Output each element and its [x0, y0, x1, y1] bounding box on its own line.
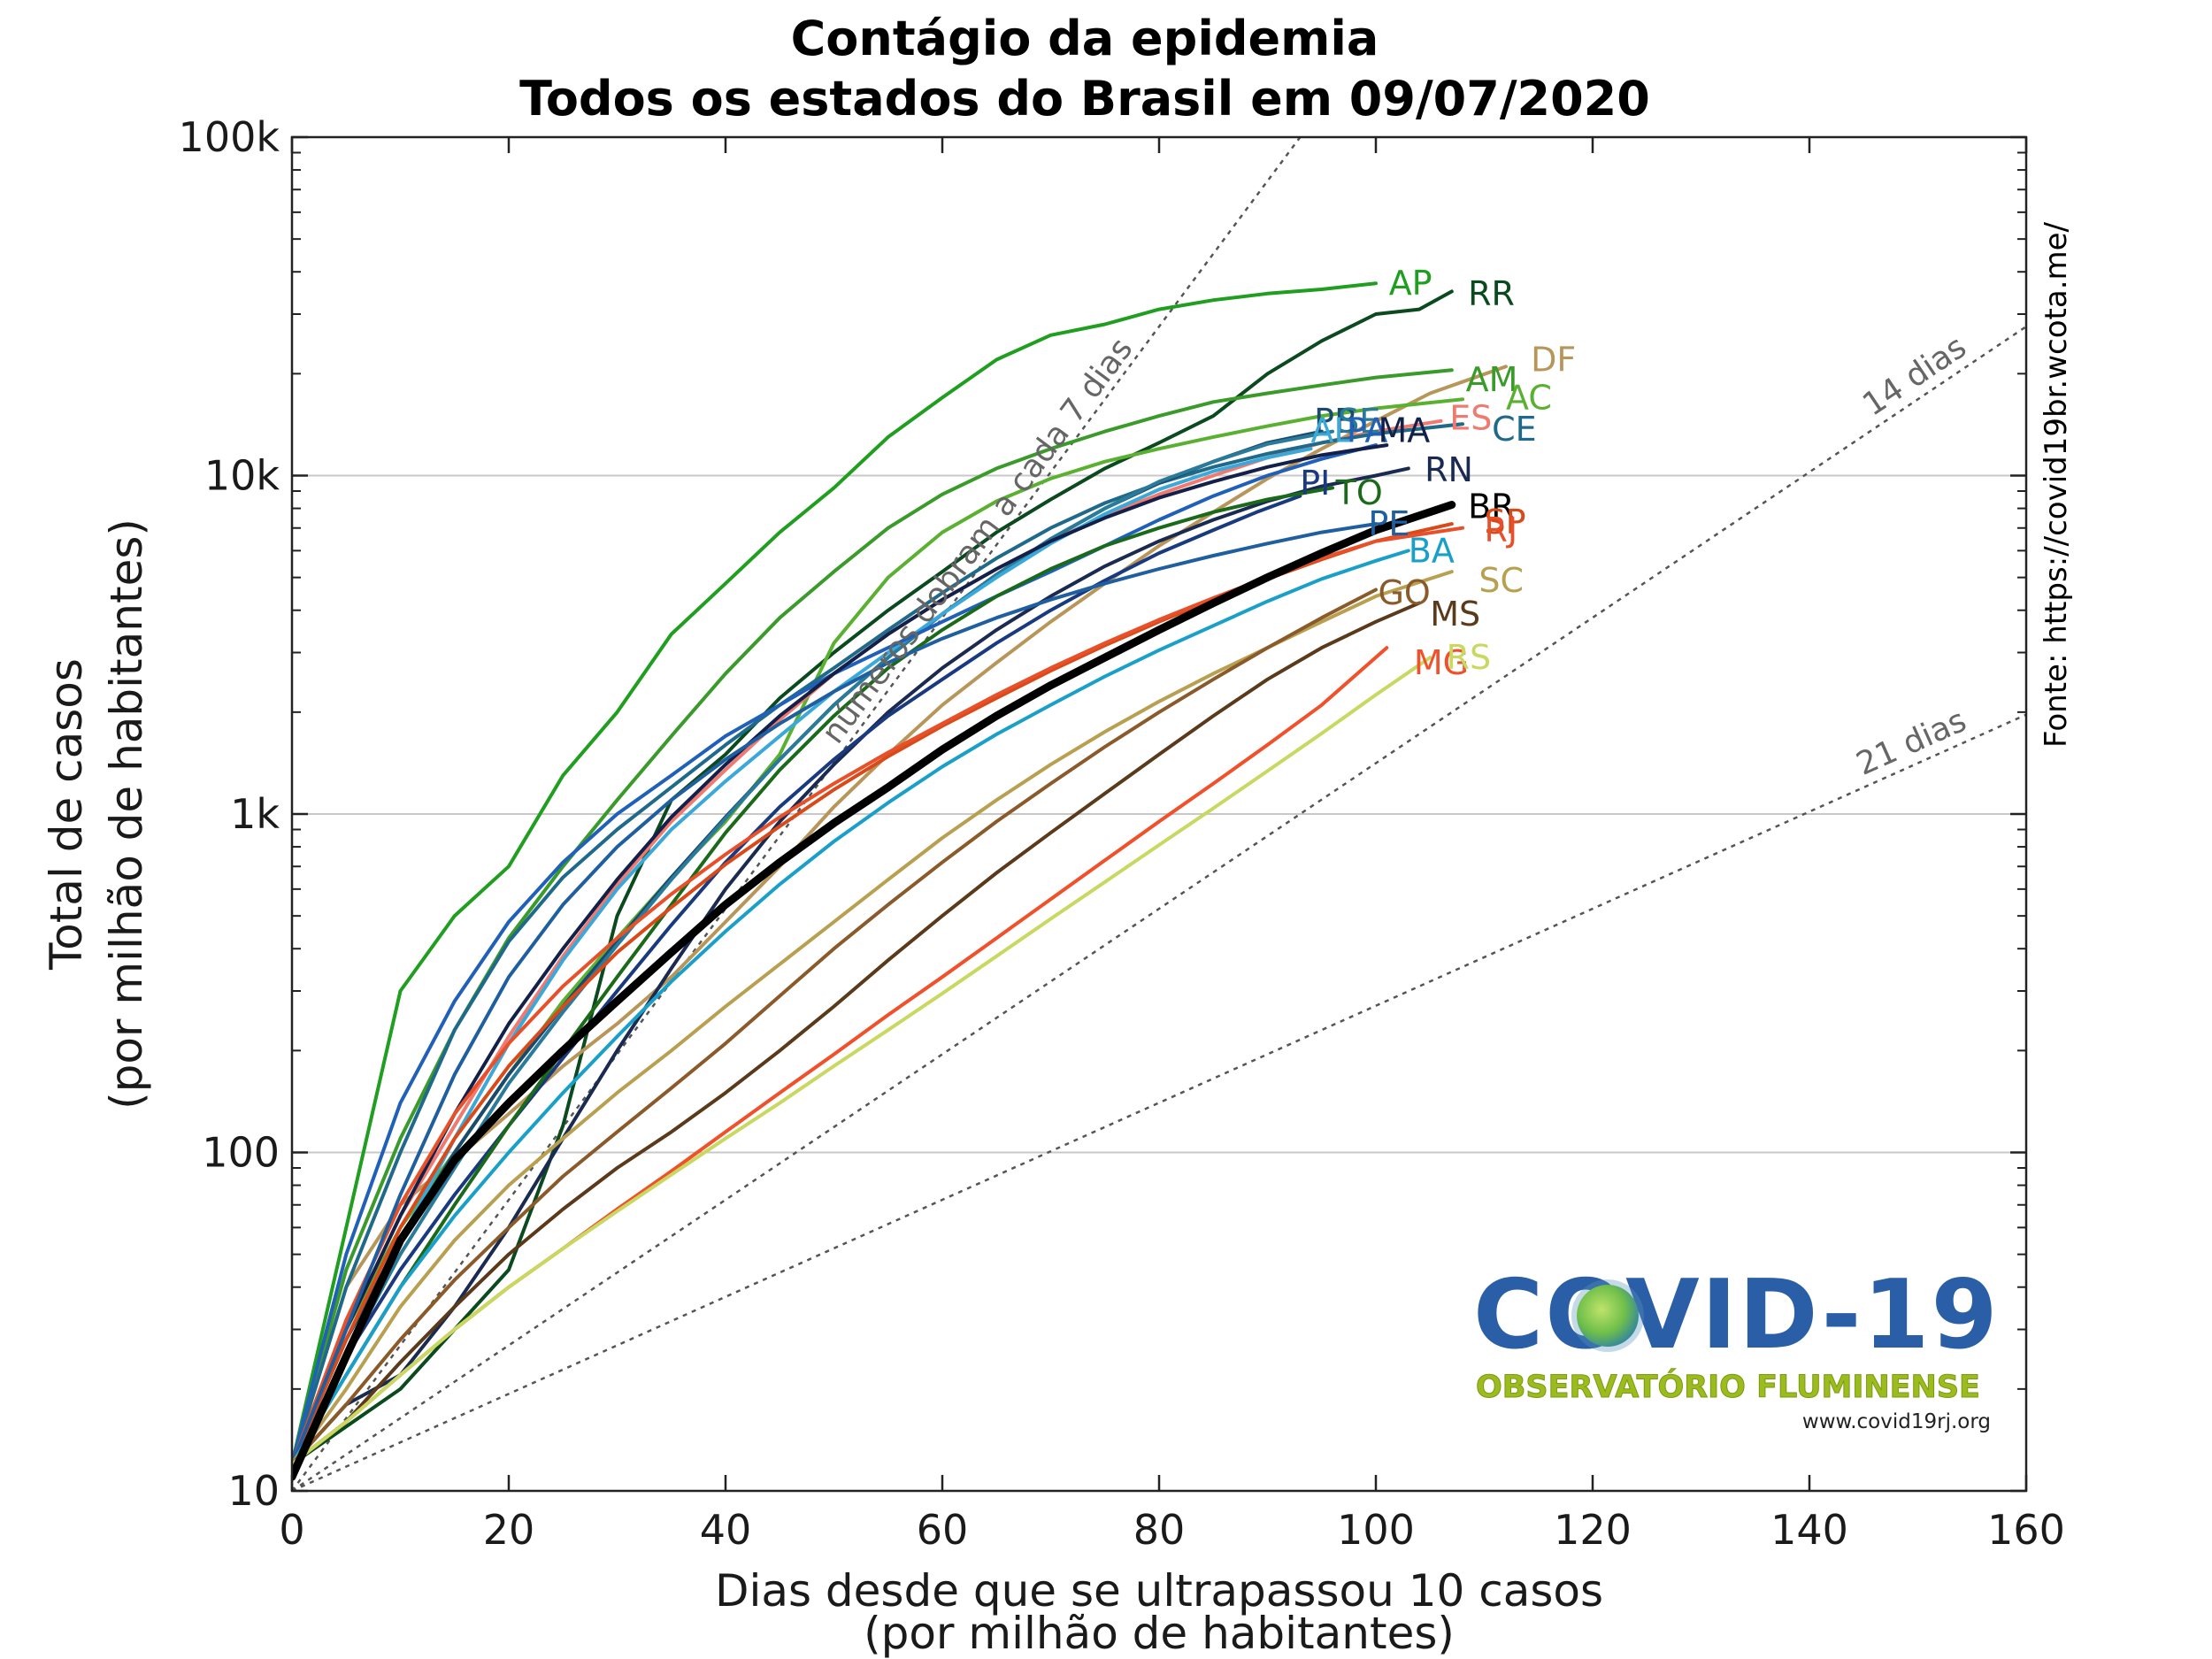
y-tick-label: 1k [230, 790, 280, 838]
guide-label: números dobram a cada 7 dias [815, 332, 1140, 751]
series-line-go [292, 588, 1378, 1466]
state-label-se: SE [1338, 402, 1380, 441]
guide-line [292, 326, 2026, 1491]
x-tick-label: 100 [1337, 1506, 1415, 1554]
logo-subtitle: OBSERVATÓRIO FLUMINENSE [1476, 1370, 1981, 1406]
y-tick-label: 10k [204, 452, 280, 500]
state-label-ba: BA [1409, 531, 1455, 570]
state-label-pb: PB [1314, 402, 1357, 441]
x-tick-label: 80 [1133, 1506, 1186, 1554]
virus-icon [1577, 1285, 1639, 1347]
state-label-sc: SC [1479, 561, 1524, 600]
state-label-am: AM [1466, 360, 1518, 399]
covid19-observatorio-logo: COVID-19 OBSERVATÓRIO FLUMINENSE www.cov… [1473, 1267, 2000, 1435]
y-gridlines [292, 474, 2026, 1154]
series-line-ac [292, 397, 1464, 1466]
state-label-sp: SP [1485, 503, 1526, 541]
series-line-sc [292, 570, 1454, 1466]
series-line-ma [292, 443, 1389, 1466]
state-label-pe: PE [1368, 504, 1409, 543]
logo-title: COVID-19 [1473, 1260, 2000, 1371]
state-label-ms: MS [1430, 595, 1480, 634]
state-label-ap: AP [1389, 264, 1432, 303]
y-tick-label: 10 [227, 1467, 280, 1515]
series-line-rs [292, 656, 1432, 1466]
state-labels: números dobram a cada 7 dias 14 dias 21 di… [815, 264, 1973, 783]
guide-line [292, 137, 1302, 1491]
series-line-ce [292, 422, 1464, 1466]
series-line-ba [292, 549, 1410, 1466]
series-line-to [292, 486, 1334, 1466]
series-line-pb [292, 429, 1324, 1466]
y-axis-label-line-1: Total de casos [41, 658, 92, 971]
x-tick-label: 160 [1987, 1506, 2065, 1554]
state-label-rr: RR [1468, 274, 1515, 313]
x-axis-ticks: 0 20 40 60 80 100 120 140 160 [279, 137, 2065, 1554]
state-label-ma: MA [1378, 411, 1430, 449]
chart-title-line-2: Todos os estados do Brasil em 09/07/2020 [519, 71, 1650, 127]
series-line-pi [292, 494, 1302, 1466]
x-tick-label: 0 [279, 1506, 304, 1554]
state-label-ce: CE [1492, 410, 1537, 449]
state-label-br: BR [1468, 488, 1514, 526]
doubling-guides [292, 137, 2026, 1491]
series-line-ms [292, 601, 1421, 1466]
y-axis-ticks: 10 100 1k 10k 100k [179, 113, 2026, 1515]
guide-label: 14 dias [1856, 329, 1973, 424]
series-line-rr [292, 289, 1454, 1466]
chart-title-line-1: Contágio da epidemia [791, 11, 1379, 66]
y-tick-label: 100k [179, 113, 280, 161]
series-line-al [292, 447, 1313, 1466]
source-note: Fonte: https://covid19br.wcota.me/ [2039, 221, 2074, 748]
series-line-se [292, 429, 1334, 1466]
series-line-rn [292, 466, 1410, 1466]
y-axis-label-line-2: (por milhão de habitantes) [101, 518, 152, 1110]
series-line-ap [292, 281, 1378, 1466]
state-label-pa: PA [1347, 411, 1387, 449]
state-label-es: ES [1449, 398, 1492, 437]
state-label-pi: PI [1300, 464, 1330, 503]
state-label-df: DF [1531, 341, 1576, 380]
y-tick-label: 100 [202, 1129, 280, 1177]
series-line-pe [292, 522, 1378, 1466]
series-line-br [292, 501, 1456, 1481]
series-lines [292, 281, 1508, 1481]
state-label-mg: MG [1414, 643, 1469, 682]
state-label-rn: RN [1425, 450, 1473, 489]
x-tick-label: 140 [1770, 1506, 1848, 1554]
x-axis-label-line-2: (por milhão de habitantes) [864, 1608, 1455, 1659]
state-label-go: GO [1378, 573, 1430, 612]
state-label-rj: RJ [1485, 511, 1518, 549]
guide-label: 21 dias [1851, 703, 1971, 783]
logo-url: www.covid19rj.org [1801, 1410, 1991, 1433]
x-tick-label: 20 [483, 1506, 535, 1554]
x-tick-label: 40 [700, 1506, 752, 1554]
state-label-to: TO [1335, 473, 1383, 512]
x-tick-label: 120 [1554, 1506, 1632, 1554]
x-axis-label-line-1: Dias desde que se ultrapassou 10 casos [715, 1565, 1603, 1617]
state-label-rs: RS [1447, 638, 1492, 677]
state-label-al: AL [1311, 411, 1353, 449]
x-tick-label: 60 [917, 1506, 969, 1554]
state-label-ac: AC [1506, 378, 1552, 417]
series-line-mg [292, 646, 1389, 1466]
